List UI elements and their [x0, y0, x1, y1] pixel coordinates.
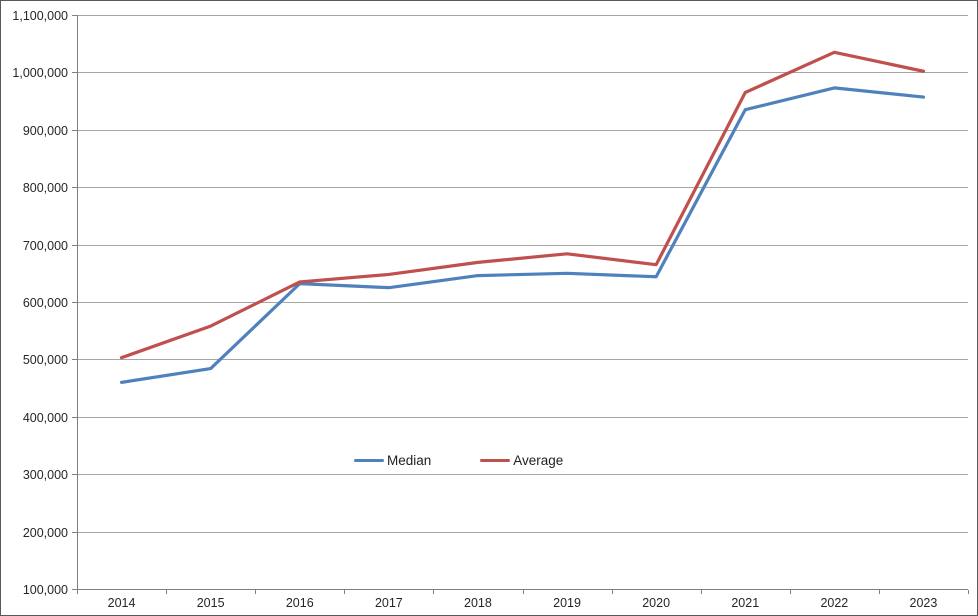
y-axis-tick-label: 400,000 [23, 411, 68, 425]
y-axis-tick-label: 600,000 [23, 296, 68, 310]
y-axis-tick-label: 900,000 [23, 124, 68, 138]
x-axis-tick-label: 2014 [108, 596, 136, 610]
x-axis-tick-label: 2017 [375, 596, 403, 610]
y-axis-tick-label: 300,000 [23, 468, 68, 482]
y-axis-tick-label: 800,000 [23, 181, 68, 195]
y-axis-tick-label: 100,000 [23, 583, 68, 597]
y-axis-tick-label: 700,000 [23, 239, 68, 253]
series-line-median [119, 86, 926, 384]
x-axis-tick-label: 2021 [731, 596, 759, 610]
y-axis-tick-label: 1,100,000 [12, 9, 68, 23]
x-axis-tick-label: 2023 [910, 596, 938, 610]
x-axis-tick-label: 2016 [286, 596, 314, 610]
x-axis-tick-label: 2020 [642, 596, 670, 610]
y-axis-tick-label: 500,000 [23, 353, 68, 367]
x-axis-tick-label: 2015 [197, 596, 225, 610]
x-axis-tick-label: 2018 [464, 596, 492, 610]
series-line-average [119, 50, 926, 360]
y-axis-tick-label: 1,000,000 [12, 66, 68, 80]
x-axis-tick-label: 2022 [820, 596, 848, 610]
x-axis-tick-label: 2019 [553, 596, 581, 610]
y-axis-tick-label: 200,000 [23, 526, 68, 540]
